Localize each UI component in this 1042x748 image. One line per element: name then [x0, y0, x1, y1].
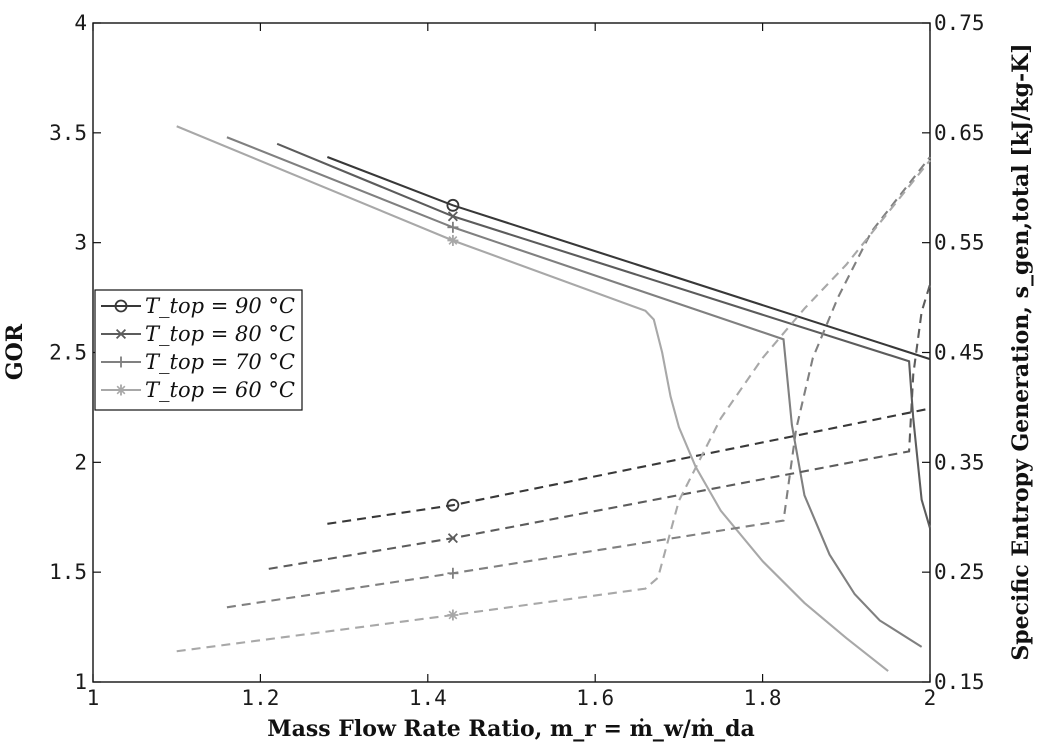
- y-left-tick-label: 1.5: [49, 560, 87, 584]
- y-left-tick-label: 3: [74, 231, 87, 255]
- entropy-marker-7: [447, 609, 459, 621]
- legend-label: T_top = 90 °C: [145, 294, 295, 318]
- gor-line-0: [326, 156, 931, 361]
- entropy-marker-4: [446, 498, 460, 512]
- legend: T_top = 90 °C T_top = 80 °C T_top = 70 °C T…: [94, 289, 303, 411]
- gor-line-3: [176, 125, 889, 672]
- x-tick-label: 1.4: [409, 686, 447, 710]
- y-right-tick-label: 0.55: [934, 231, 985, 255]
- entropy-line-4: [327, 407, 931, 525]
- legend-marker: [114, 299, 128, 313]
- legend-marker: [115, 328, 127, 340]
- gor-line-2: [226, 136, 923, 648]
- y-left-tick-label: 2: [74, 450, 87, 474]
- y-left-tick-label: 4: [74, 11, 87, 35]
- entropy-line-7: [176, 159, 931, 653]
- y-right-tick-label: 0.15: [934, 670, 985, 694]
- x-tick-label: 1.6: [576, 686, 614, 710]
- x-axis-title: Mass Flow Rate Ratio, m_r = ṁ_w/ṁ_da: [267, 716, 755, 742]
- gor-marker-2: [447, 221, 459, 233]
- y-right-tick-label: 0.25: [934, 560, 985, 584]
- entropy-marker-5: [447, 533, 458, 544]
- legend-label: T_top = 80 °C: [145, 322, 295, 346]
- y-right-tick-label: 0.35: [934, 450, 985, 474]
- gor-marker-1: [447, 211, 458, 222]
- legend-label: T_top = 70 °C: [145, 350, 295, 374]
- y-left-tick-label: 1: [74, 670, 87, 694]
- legend-marker: [115, 384, 127, 396]
- y-axis-title-right: Specific Entropy Generation, s_gen,total…: [1008, 43, 1034, 660]
- entropy-marker-6: [447, 567, 459, 579]
- x-tick-label: 2: [924, 686, 937, 710]
- y-axis-title-left: GOR: [2, 323, 28, 380]
- y-right-tick-label: 0.65: [934, 121, 985, 145]
- entropy-line-6: [226, 156, 931, 609]
- x-tick-label: 1: [87, 686, 100, 710]
- y-right-tick-label: 0.45: [934, 341, 985, 365]
- x-tick-label: 1.2: [241, 686, 279, 710]
- y-left-tick-label: 3.5: [49, 121, 87, 145]
- gor-marker-0: [446, 198, 460, 212]
- legend-marker: [115, 356, 127, 368]
- gor-line-1: [276, 142, 932, 529]
- y-right-tick-label: 0.75: [934, 11, 985, 35]
- gor-marker-3: [447, 234, 459, 246]
- legend-label: T_top = 60 °C: [145, 378, 295, 402]
- x-tick-label: 1.8: [744, 686, 782, 710]
- entropy-line-5: [268, 284, 932, 570]
- y-left-tick-label: 2.5: [49, 341, 87, 365]
